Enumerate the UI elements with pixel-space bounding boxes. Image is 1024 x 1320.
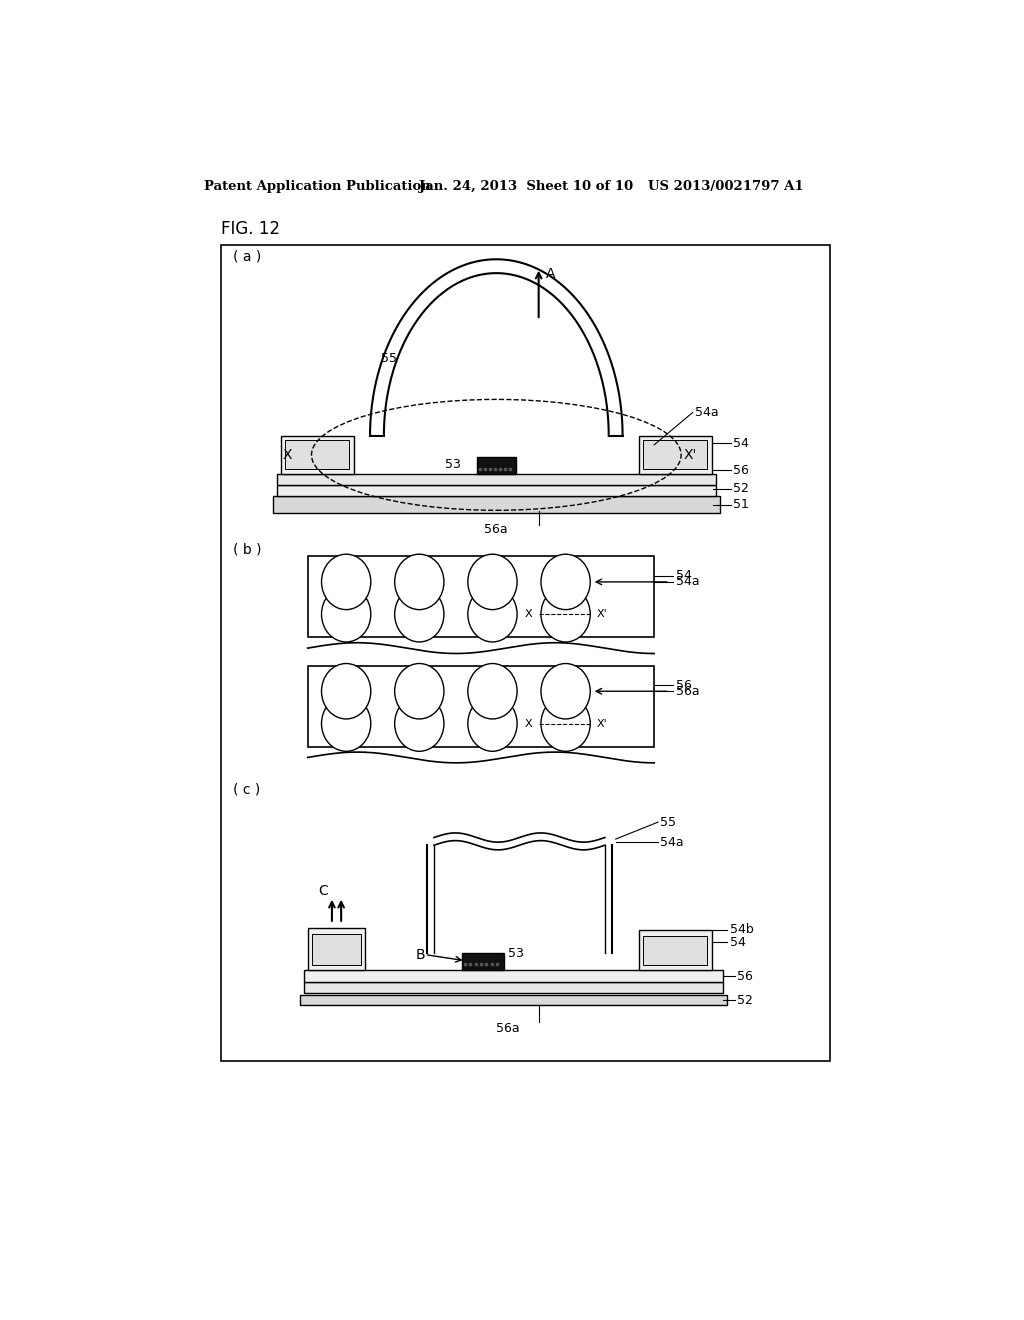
Bar: [276, 484, 716, 496]
Text: 56a: 56a: [496, 1022, 519, 1035]
Bar: [273, 496, 720, 512]
Ellipse shape: [541, 664, 590, 719]
Ellipse shape: [541, 554, 590, 610]
Text: 56: 56: [676, 678, 691, 692]
Text: 54a: 54a: [660, 836, 684, 849]
Text: 52: 52: [737, 994, 754, 1007]
Text: 53: 53: [444, 458, 461, 471]
Ellipse shape: [322, 696, 371, 751]
Text: 54: 54: [730, 936, 745, 949]
Bar: [307, 665, 654, 747]
Text: 54: 54: [733, 437, 750, 450]
Text: B: B: [416, 948, 425, 961]
Bar: [307, 928, 366, 970]
Text: A: A: [547, 267, 556, 281]
Bar: [639, 929, 712, 970]
Bar: [307, 557, 654, 638]
Ellipse shape: [322, 554, 371, 610]
Bar: [312, 933, 360, 965]
Ellipse shape: [322, 664, 371, 719]
Text: C: C: [318, 884, 328, 899]
Ellipse shape: [468, 696, 517, 751]
Text: X: X: [525, 610, 532, 619]
Text: ( c ): ( c ): [233, 783, 260, 797]
Bar: [286, 441, 349, 470]
Text: X': X': [596, 610, 607, 619]
Text: 56a: 56a: [484, 523, 508, 536]
Text: 54a: 54a: [695, 407, 719, 418]
Bar: [300, 995, 727, 1006]
Text: 55: 55: [381, 352, 397, 366]
Ellipse shape: [468, 586, 517, 642]
Text: 56: 56: [733, 463, 750, 477]
Bar: [639, 436, 712, 474]
Bar: [304, 970, 724, 982]
Bar: [276, 474, 716, 484]
Ellipse shape: [394, 696, 444, 751]
Text: 54a: 54a: [676, 576, 699, 589]
Text: X: X: [283, 447, 293, 462]
Text: 54b: 54b: [730, 924, 754, 936]
Text: X': X': [683, 447, 696, 462]
Text: X: X: [525, 718, 532, 729]
Ellipse shape: [394, 554, 444, 610]
Text: Patent Application Publication: Patent Application Publication: [204, 181, 430, 194]
Ellipse shape: [468, 554, 517, 610]
Ellipse shape: [394, 664, 444, 719]
Ellipse shape: [541, 586, 590, 642]
Text: FIG. 12: FIG. 12: [221, 220, 281, 238]
Text: 52: 52: [733, 482, 750, 495]
Ellipse shape: [541, 696, 590, 751]
Bar: [281, 436, 354, 474]
Text: X': X': [596, 718, 607, 729]
Ellipse shape: [394, 586, 444, 642]
Text: 56a: 56a: [676, 685, 699, 698]
Text: 53: 53: [508, 946, 523, 960]
Text: Jan. 24, 2013  Sheet 10 of 10: Jan. 24, 2013 Sheet 10 of 10: [419, 181, 634, 194]
Bar: [477, 457, 515, 474]
Bar: [304, 982, 724, 993]
Bar: [643, 441, 708, 470]
Ellipse shape: [322, 586, 371, 642]
Text: ( a ): ( a ): [233, 249, 261, 264]
Text: 56: 56: [737, 970, 754, 982]
Text: 54: 54: [676, 569, 691, 582]
Text: 51: 51: [733, 499, 750, 511]
Text: 55: 55: [660, 816, 676, 829]
Text: US 2013/0021797 A1: US 2013/0021797 A1: [648, 181, 804, 194]
Ellipse shape: [468, 664, 517, 719]
Bar: [462, 953, 504, 970]
Bar: [221, 244, 829, 1061]
Text: ( b ): ( b ): [233, 543, 261, 557]
Bar: [643, 936, 708, 965]
